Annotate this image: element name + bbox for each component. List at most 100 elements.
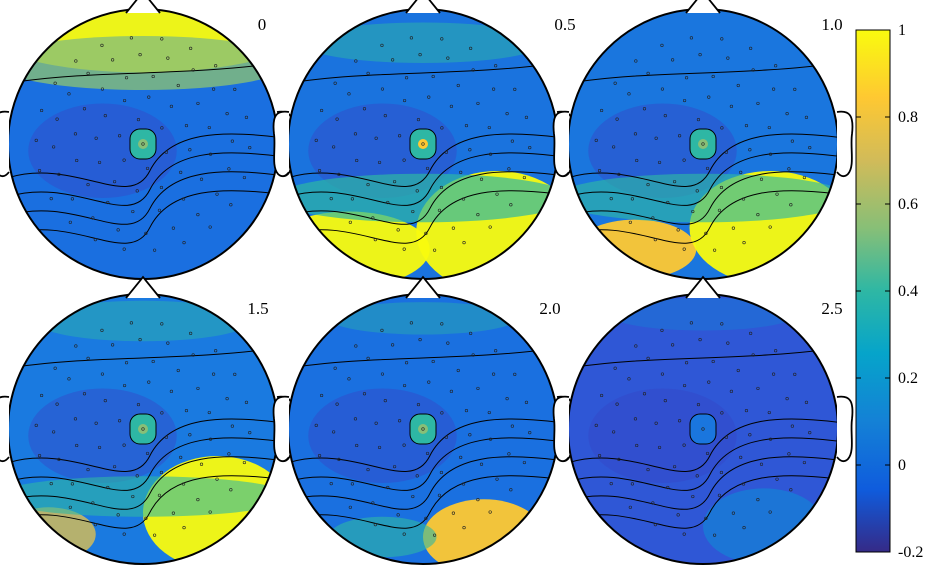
electrode-dot	[804, 115, 809, 120]
contour-line	[288, 62, 558, 84]
contour-line	[8, 62, 278, 84]
electrode-dot	[682, 158, 686, 162]
electrode-dot	[677, 134, 682, 138]
nose	[685, 0, 721, 14]
contour-line	[8, 475, 278, 529]
electrode-dot	[122, 532, 126, 536]
electrode-dot	[613, 366, 617, 370]
electrode-dot	[418, 338, 422, 342]
electrode-dot	[487, 410, 491, 415]
electrode-dot	[612, 430, 616, 434]
electrode-dot	[39, 108, 44, 113]
electrode-dot	[377, 445, 382, 450]
electrode-dot	[49, 482, 53, 486]
electrode-dot	[111, 58, 115, 62]
electrode-dot	[225, 112, 229, 116]
low-region	[588, 388, 737, 483]
electrode-dot	[666, 485, 670, 490]
electrode-dot	[151, 74, 155, 79]
electrode-dot	[628, 505, 632, 509]
electrode-dot	[691, 494, 695, 499]
electrode-dot	[594, 138, 598, 142]
electrode-dot	[646, 71, 650, 76]
electrode-dot	[355, 158, 359, 163]
electrode-dot	[802, 175, 807, 180]
electrode-dot	[317, 168, 322, 173]
electrode-dot	[182, 526, 186, 530]
nose	[125, 0, 161, 14]
electrode-dot	[160, 126, 164, 130]
electrode-dot	[451, 226, 455, 230]
electrode-dot	[74, 59, 78, 63]
electrode-dot	[152, 248, 157, 252]
electrode-dot	[49, 197, 53, 201]
electrode-dot	[774, 349, 778, 353]
contour-line	[288, 190, 558, 244]
electrode-dot	[380, 372, 385, 376]
electrode-dot	[122, 383, 127, 388]
electrode-dot	[179, 455, 183, 460]
electrode-dot	[124, 361, 129, 365]
electrode-dot	[141, 427, 145, 431]
contour-line	[288, 347, 558, 369]
electrode-dot	[666, 200, 670, 205]
electrode-dot	[736, 83, 740, 88]
electrode-dot	[491, 87, 496, 91]
electrode-dot	[371, 501, 375, 505]
electrode-dot	[215, 477, 219, 481]
electrode-dot	[181, 197, 186, 201]
electrode-dot	[729, 104, 734, 108]
electrode-dot	[654, 136, 658, 140]
electrode-dot	[157, 493, 162, 497]
electrode-dot	[646, 467, 650, 472]
electrode-dot	[759, 177, 764, 181]
electrode-dot	[488, 152, 493, 156]
electrode-dot	[208, 437, 213, 441]
colorbar-tick-label: 0	[898, 457, 906, 474]
electrode-dot	[682, 98, 687, 103]
electrode-dot	[676, 513, 680, 517]
electrode-dot	[634, 344, 638, 348]
electrode-dot	[82, 107, 87, 111]
panel-time-label: 2.0	[539, 299, 560, 318]
electrode-dot	[597, 168, 602, 173]
electrode-dot	[82, 392, 87, 396]
electrode-dot	[135, 474, 139, 478]
contour-line	[8, 437, 278, 491]
electrode-dot	[86, 467, 90, 472]
contour-line	[288, 418, 558, 473]
electrode-dot	[103, 113, 107, 118]
electrode-dot	[720, 411, 724, 415]
left-ear	[0, 395, 10, 463]
electrode-dot	[628, 220, 632, 224]
electrode-dot	[717, 493, 722, 497]
electrode-dot	[91, 501, 95, 505]
low-region	[28, 103, 177, 198]
contour-line	[288, 133, 558, 188]
electrode-dot	[333, 366, 337, 370]
electrode-dot	[176, 368, 180, 373]
electrode-dot	[335, 117, 339, 121]
electrode-dot	[759, 462, 764, 466]
electrode-dot	[94, 136, 98, 140]
electrode-dot	[790, 424, 794, 428]
electrode-dot	[768, 225, 772, 229]
electrode-dot	[720, 126, 724, 130]
electrode-dot	[233, 372, 237, 376]
electrode-dot	[329, 482, 333, 486]
electrode-dot	[657, 445, 662, 450]
electrode-dot	[634, 59, 638, 63]
electrode-dot	[111, 343, 115, 347]
electrode-dot	[444, 435, 449, 439]
left-ear	[552, 395, 570, 463]
electrode-dot	[785, 112, 789, 116]
electrode-dot	[348, 505, 352, 509]
electrode-dot	[151, 359, 155, 364]
electrode-dot	[749, 331, 753, 336]
electrode-dot	[507, 167, 511, 171]
electrode-dot	[804, 400, 809, 405]
electrode-dot	[437, 493, 442, 497]
electrode-dot	[789, 488, 793, 492]
left-ear	[272, 110, 290, 178]
